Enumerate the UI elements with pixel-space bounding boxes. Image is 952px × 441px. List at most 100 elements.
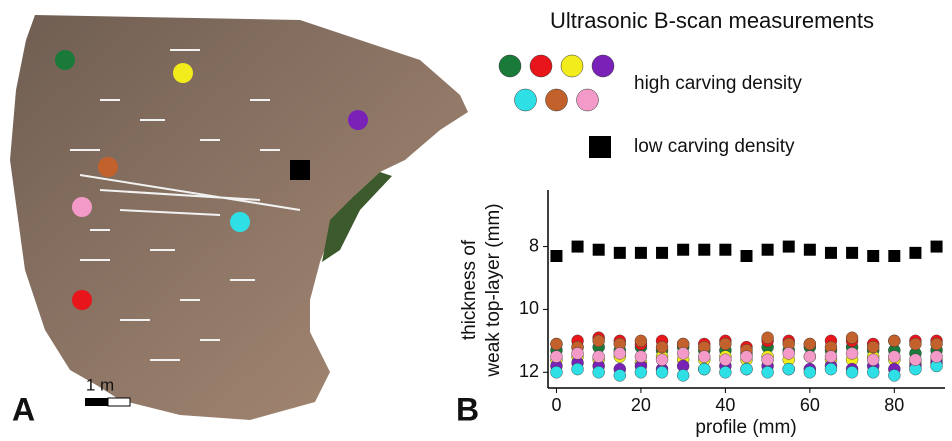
data-point (762, 332, 774, 344)
x-tick-label: 40 (715, 395, 735, 415)
scale-bar (85, 398, 108, 406)
data-point (550, 351, 562, 363)
data-point (846, 332, 858, 344)
data-point (909, 354, 921, 366)
data-point (867, 341, 879, 353)
legend-marker (530, 55, 552, 77)
data-point (614, 247, 626, 259)
y-tick-label: 10 (519, 298, 539, 318)
data-point (783, 347, 795, 359)
data-point (762, 244, 774, 256)
legend-marker (577, 89, 599, 111)
legend-marker (546, 89, 568, 111)
y-tick-label: 12 (519, 361, 539, 381)
x-tick-label: 0 (551, 395, 561, 415)
data-point (593, 351, 605, 363)
data-point (656, 366, 668, 378)
data-point (635, 351, 647, 363)
legend-marker (499, 55, 521, 77)
rock-photo: 1 m A (10, 15, 468, 427)
data-point (762, 354, 774, 366)
x-tick-label: 80 (884, 395, 904, 415)
scale-label: 1 m (86, 375, 114, 394)
data-point (846, 247, 858, 259)
data-point (614, 369, 626, 381)
y-tick-label: 8 (529, 235, 539, 255)
data-point (719, 244, 731, 256)
data-point (656, 341, 668, 353)
data-point (909, 247, 921, 259)
data-point (909, 338, 921, 350)
data-point (635, 335, 647, 347)
location-marker (72, 197, 92, 217)
data-point (593, 244, 605, 256)
location-marker (72, 290, 92, 310)
data-point (677, 244, 689, 256)
location-marker (173, 63, 193, 83)
legend-marker (561, 55, 583, 77)
data-point (677, 347, 689, 359)
legend-label: low carving density (634, 136, 795, 157)
data-point (572, 347, 584, 359)
data-point (846, 366, 858, 378)
data-point (593, 335, 605, 347)
data-point (931, 241, 943, 253)
data-point (741, 250, 753, 262)
data-point (804, 244, 816, 256)
data-point (825, 351, 837, 363)
data-point (931, 338, 943, 350)
location-marker (290, 160, 310, 180)
data-point (804, 366, 816, 378)
legend-label: high carving density (634, 73, 802, 94)
data-point (825, 363, 837, 375)
data-point (804, 338, 816, 350)
data-point (635, 366, 647, 378)
data-point (783, 363, 795, 375)
data-point (677, 369, 689, 381)
legend-marker (515, 89, 537, 111)
data-point (719, 366, 731, 378)
data-point (572, 241, 584, 253)
data-point (762, 366, 774, 378)
data-point (550, 250, 562, 262)
data-point (614, 347, 626, 359)
data-point (741, 363, 753, 375)
data-point (719, 354, 731, 366)
data-point (698, 351, 710, 363)
panel-label: B (456, 391, 479, 427)
data-point (867, 354, 879, 366)
legend-marker (592, 55, 614, 77)
data-point (846, 347, 858, 359)
data-point (825, 247, 837, 259)
x-tick-label: 60 (800, 395, 820, 415)
data-point (867, 366, 879, 378)
data-point (698, 363, 710, 375)
location-marker (230, 212, 250, 232)
location-marker (55, 50, 75, 70)
scale-bar (108, 398, 130, 406)
location-marker (98, 157, 118, 177)
x-tick-label: 20 (631, 395, 651, 415)
data-point (550, 366, 562, 378)
legend-title: Ultrasonic B-scan measurements (550, 8, 874, 33)
location-marker (348, 110, 368, 130)
data-point (804, 351, 816, 363)
data-point (572, 363, 584, 375)
data-point (656, 247, 668, 259)
data-point (593, 366, 605, 378)
data-point (888, 250, 900, 262)
legend-marker (589, 136, 611, 158)
data-point (719, 338, 731, 350)
data-point (783, 241, 795, 253)
x-axis-label: profile (mm) (695, 417, 796, 438)
data-point (656, 354, 668, 366)
data-point (931, 351, 943, 363)
data-point (741, 351, 753, 363)
data-point (888, 369, 900, 381)
data-point (550, 338, 562, 350)
panel-label: A (12, 391, 35, 427)
data-point (867, 250, 879, 262)
data-point (888, 335, 900, 347)
figure: 1 m A Ultrasonic B-scan measurements thi… (0, 0, 952, 441)
data-point (888, 351, 900, 363)
